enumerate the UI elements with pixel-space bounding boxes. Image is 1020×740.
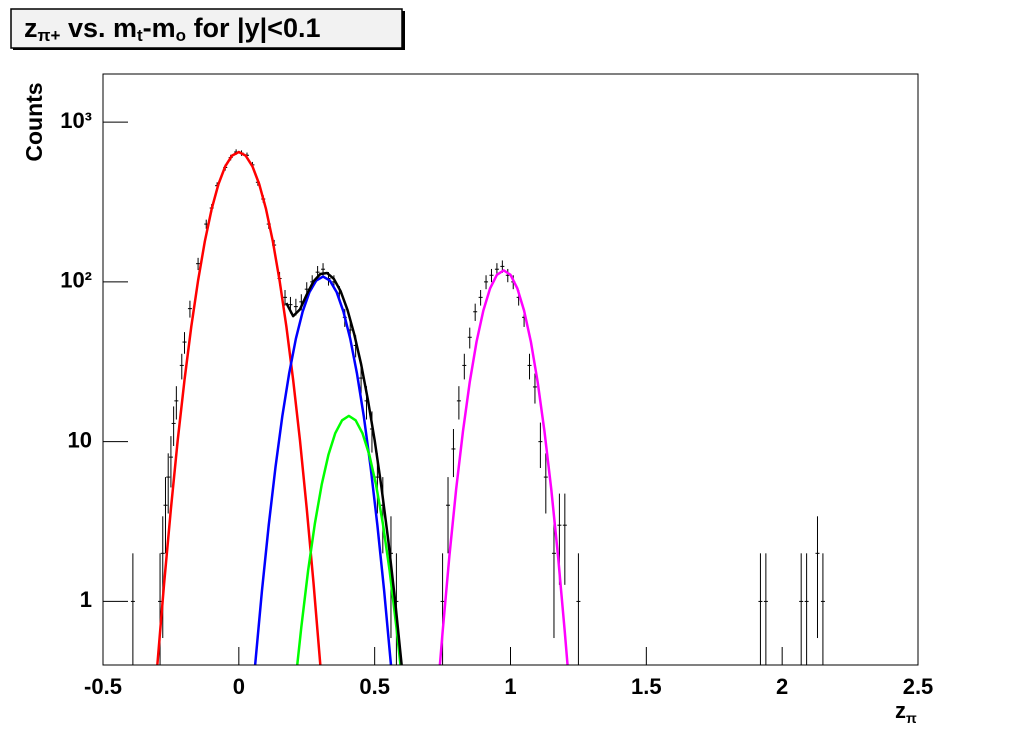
subscript: π+: [38, 26, 61, 45]
data-point: [467, 327, 472, 349]
text-part: vs. m: [60, 13, 137, 43]
data-point: [163, 477, 168, 554]
data-point: [171, 406, 176, 447]
data-point: [543, 453, 548, 514]
data-point: [446, 477, 451, 554]
text-part: z: [24, 13, 38, 43]
text-part: for |y|<0.1: [186, 13, 320, 43]
data-point: [462, 353, 467, 380]
fit-curve: [156, 150, 322, 665]
data-point: [820, 553, 825, 665]
x-tick-label: 1: [504, 674, 516, 699]
data-point: [168, 436, 173, 488]
data-point: [551, 516, 556, 639]
x-tick-label: 1.5: [631, 674, 662, 699]
data-point: [799, 553, 804, 665]
title-shadow: [13, 48, 405, 50]
x-tick-label: 2.5: [903, 674, 934, 699]
data-point: [815, 516, 820, 639]
chart-title: zπ+ vs. mt-mo for |y|<0.1: [24, 13, 320, 45]
subscript: t: [137, 26, 143, 45]
data-point: [758, 553, 763, 665]
data-point: [283, 290, 288, 306]
data-point: [473, 303, 478, 321]
subscript: π: [906, 710, 917, 726]
data-point: [576, 553, 581, 665]
x-axis-label: zπ: [895, 698, 917, 726]
plot-area: [130, 149, 825, 665]
y-tick-label: 10³: [60, 108, 92, 133]
y-tick-label: 10²: [60, 268, 92, 293]
data-point: [196, 257, 201, 271]
data-point: [179, 353, 184, 380]
x-tick-label: -0.5: [84, 674, 122, 699]
data-point: [456, 386, 461, 420]
data-point: [166, 453, 171, 514]
x-tick-label: 0.5: [359, 674, 390, 699]
text-part: -m: [143, 13, 176, 43]
title-box: [10, 8, 403, 49]
data-point: [478, 290, 483, 306]
data-point: [160, 516, 165, 639]
data-point: [532, 373, 537, 404]
y-tick-label: 1: [80, 587, 92, 612]
data-point: [182, 332, 187, 354]
data-point: [527, 353, 532, 380]
fit-curve: [285, 271, 403, 665]
y-axis-label: Counts: [21, 82, 47, 161]
subscript: o: [176, 26, 186, 45]
data-point: [187, 300, 192, 318]
text-part: z: [895, 698, 906, 723]
data-point: [484, 275, 489, 290]
data-point: [174, 386, 179, 420]
data-point: [763, 553, 768, 665]
y-tick-label: 10: [68, 427, 92, 452]
data-point: [538, 422, 543, 468]
data-point: [562, 493, 567, 585]
title-shadow: [402, 11, 405, 50]
data-point: [489, 268, 494, 283]
data-point: [440, 553, 445, 665]
data-point: [804, 553, 809, 665]
data-point: [451, 428, 456, 478]
fit-curve: [295, 414, 402, 665]
x-tick-label: 0: [233, 674, 245, 699]
data-point: [130, 553, 135, 665]
fit-curve: [438, 269, 569, 665]
x-tick-label: 2: [776, 674, 788, 699]
